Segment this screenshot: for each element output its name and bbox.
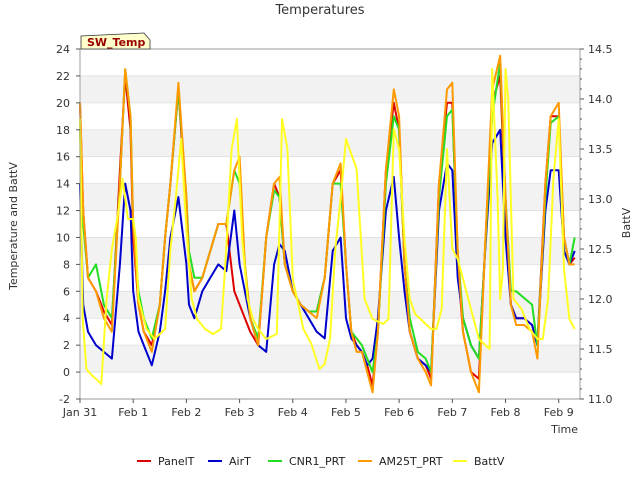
y-tick-label: -2 (59, 393, 70, 406)
y-tick-label: 20 (56, 97, 70, 110)
legend-label: BattV (474, 455, 505, 468)
chart-title: Temperatures (274, 3, 364, 18)
y2-axis-label: BattV (620, 207, 633, 238)
y-tick-label: 12 (56, 205, 70, 218)
plot-frame (79, 48, 581, 400)
x-tick-label: Feb 6 (384, 406, 414, 419)
y-axis-label: Temperature and BattV (7, 162, 20, 291)
grid-band (80, 345, 580, 373)
y-tick-label: 6 (63, 285, 70, 298)
legend-label: CNR1_PRT (289, 455, 346, 468)
sw-temp-badge: SW_Temp (80, 32, 151, 50)
y-tick-label: 24 (56, 43, 70, 56)
y-tick-label: 4 (63, 312, 70, 325)
legend-label: AirT (229, 455, 251, 468)
y2-tick-label: 12.5 (588, 243, 613, 256)
x-axis-label: Time (550, 423, 578, 436)
y-tick-label: 18 (56, 124, 70, 137)
y2-tick-label: 14.5 (588, 43, 613, 56)
x-tick-label: Feb 5 (331, 406, 361, 419)
series-line-battv (79, 68, 576, 385)
x-tick-label: Feb 8 (491, 406, 521, 419)
y-tick-label: 10 (56, 231, 70, 244)
legend: PanelT AirT CNR1_PRT AM25T_PRT BattV (137, 455, 505, 468)
x-tick-label: Feb 3 (225, 406, 255, 419)
sw-temp-badge-label: SW_Temp (87, 36, 146, 49)
y2-tick-label: 12.0 (588, 293, 613, 306)
y2-tick-label: 13.0 (588, 193, 613, 206)
x-tick-label: Jan 31 (62, 406, 97, 419)
y-tick-label: 22 (56, 70, 70, 83)
series-line-am25t-prt (79, 54, 575, 394)
y-tick-label: 16 (56, 151, 70, 164)
series-line-cnr1-prt (79, 61, 576, 374)
y-tick-label: 8 (63, 258, 70, 271)
y-tick-label: 0 (63, 366, 70, 379)
y2-tick-label: 13.5 (588, 143, 613, 156)
y-tick-label: 14 (56, 178, 70, 191)
grid-band (80, 291, 580, 319)
x-tick-label: Feb 9 (544, 406, 574, 419)
right-axis-ticks: 11.0 11.5 12.0 12.5 13.0 13.5 14.0 14.5 (580, 43, 613, 406)
x-tick-label: Feb 1 (118, 406, 148, 419)
y2-tick-label: 11.0 (588, 393, 613, 406)
legend-label: AM25T_PRT (379, 455, 443, 468)
x-tick-label: Feb 7 (437, 406, 467, 419)
legend-label: PanelT (158, 455, 195, 468)
y-tick-label: 2 (63, 339, 70, 352)
x-tick-label: Feb 4 (278, 406, 308, 419)
series-lines (79, 54, 576, 394)
x-tick-label: Feb 2 (171, 406, 201, 419)
y2-tick-label: 11.5 (588, 343, 613, 356)
y2-tick-label: 14.0 (588, 93, 613, 106)
x-axis-ticks: Jan 31 Feb 1 Feb 2 Feb 3 Feb 4 Feb 5 Feb 6 Feb … (62, 399, 574, 419)
